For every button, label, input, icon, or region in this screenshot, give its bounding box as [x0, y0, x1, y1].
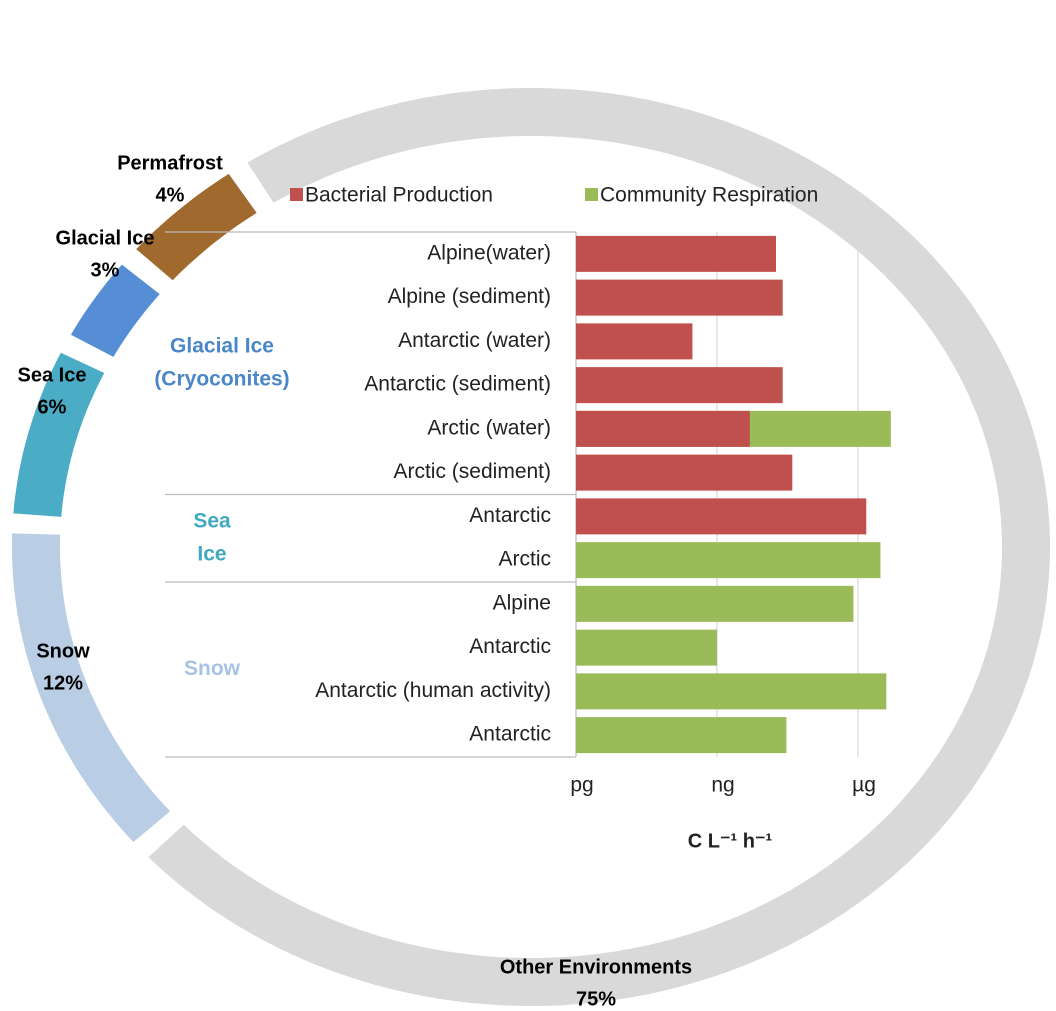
- bar: [576, 454, 793, 491]
- bar: [576, 629, 717, 666]
- legend-swatch: [290, 188, 303, 201]
- segment-label: Snow: [36, 640, 90, 662]
- x-axis-title: C L⁻¹ h⁻¹: [688, 830, 773, 852]
- bar: [576, 279, 783, 316]
- y-tick-label: Antarctic (water): [398, 329, 551, 352]
- y-tick-label: Antarctic: [469, 504, 551, 527]
- segment-label: Permafrost: [117, 152, 223, 174]
- segment-label: Other Environments: [500, 956, 692, 978]
- y-tick-label: Alpine(water): [427, 241, 551, 264]
- group-label: (Cryoconites): [154, 367, 289, 390]
- legend-label: Community Respiration: [600, 184, 818, 207]
- y-tick-label: Arctic: [499, 548, 552, 571]
- group-label: Ice: [197, 542, 226, 565]
- ring-segment: [12, 533, 171, 842]
- y-tick-label: Arctic (water): [427, 416, 551, 439]
- group-label: Sea: [193, 509, 231, 532]
- segment-label: Sea Ice: [18, 364, 87, 386]
- legend-label: Bacterial Production: [305, 184, 493, 207]
- ring-segment: [148, 88, 1050, 1006]
- bar: [576, 585, 854, 622]
- group-label: Glacial Ice: [170, 334, 274, 357]
- bar: [576, 673, 887, 710]
- legend-swatch: [585, 188, 598, 201]
- bar: [576, 235, 776, 272]
- y-tick-label: Alpine: [493, 591, 551, 614]
- x-tick-label: ng: [711, 774, 734, 797]
- ring-segment: [13, 352, 105, 517]
- segment-value-label: 12%: [43, 672, 83, 694]
- bar: [576, 367, 783, 404]
- x-tick-label: pg: [570, 774, 593, 797]
- segment-value-label: 6%: [38, 396, 67, 418]
- bar: [576, 717, 787, 754]
- y-tick-label: Antarctic: [469, 635, 551, 658]
- y-tick-label: Antarctic (human activity): [315, 679, 551, 702]
- y-tick-label: Antarctic (sediment): [364, 373, 551, 396]
- x-tick-label: µg: [852, 774, 876, 797]
- bar: [576, 410, 750, 447]
- ring-segment: [70, 264, 160, 357]
- y-tick-label: Alpine (sediment): [388, 285, 551, 308]
- y-tick-label: Arctic (sediment): [393, 460, 551, 483]
- segment-value-label: 3%: [91, 259, 120, 281]
- bar: [576, 542, 881, 579]
- segment-label: Glacial Ice: [56, 227, 155, 249]
- segment-value-label: 4%: [156, 184, 185, 206]
- bar: [576, 323, 693, 360]
- y-tick-label: Antarctic: [469, 723, 551, 746]
- group-label: Snow: [184, 657, 241, 680]
- ring-segment: [136, 173, 257, 281]
- bar: [576, 498, 867, 535]
- segment-value-label: 75%: [576, 988, 616, 1010]
